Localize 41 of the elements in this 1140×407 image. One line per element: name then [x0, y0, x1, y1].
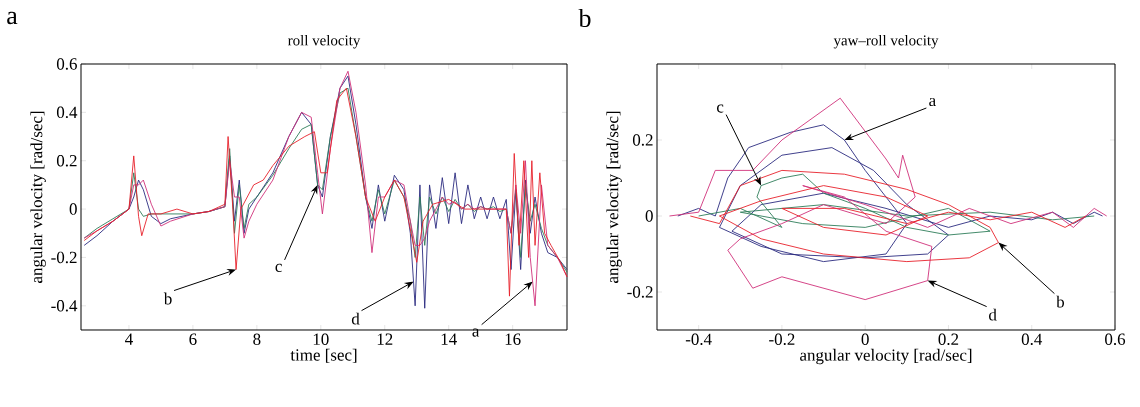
y-tick-label: -0.2	[51, 251, 77, 264]
x-tick-label: 0.2	[938, 333, 959, 346]
y-tick-label: -0.4	[51, 300, 78, 312]
y-tick-label: 0.2	[632, 134, 653, 146]
y-tick-label: 0	[69, 203, 77, 215]
annotation: d	[989, 308, 997, 321]
y-tick-label: 0.4	[56, 106, 78, 119]
chart-title: yaw–roll velocity	[833, 34, 939, 49]
x-axis-title: angular velocity [rad/sec]	[800, 348, 972, 365]
x-tick-label: -0.2	[769, 333, 795, 346]
x-tick-label: 14	[441, 333, 457, 345]
y-tick-label: -0.2	[627, 286, 653, 298]
annotation: b	[1056, 295, 1065, 308]
y-axis-title: angular velocity [rad/sec]	[30, 111, 46, 283]
line-series	[698, 173, 1095, 236]
annotation: b	[163, 292, 172, 305]
y-tick-label: 0	[645, 210, 653, 222]
x-tick-label: 16	[505, 333, 521, 345]
annotation: c	[275, 263, 282, 272]
x-tick-label: -0.4	[685, 333, 712, 346]
x-tick-label: 6	[189, 333, 197, 345]
line-series	[677, 124, 1103, 263]
x-tick-label: 0.4	[1021, 333, 1043, 346]
x-tick-label: 0.6	[1105, 333, 1126, 346]
y-tick-label: 0.2	[56, 154, 77, 167]
text: a	[7, 11, 18, 25]
x-axis-title: time [sec]	[290, 348, 357, 363]
x-tick-label: 10	[313, 333, 329, 345]
x-tick-label: 4	[125, 333, 133, 345]
y-tick-label: 0.6	[56, 58, 77, 70]
line-series	[689, 169, 1087, 263]
y-axis-title: angular velocity [rad/sec]	[606, 111, 622, 283]
text: b	[578, 8, 591, 28]
annotation: a	[472, 328, 480, 337]
chart-title: roll velocity	[287, 34, 361, 49]
annotation: d	[351, 312, 360, 325]
x-tick-label: 12	[377, 333, 393, 345]
x-tick-label: 8	[253, 333, 261, 345]
annotation: a	[929, 97, 936, 107]
x-tick-label: 0	[861, 333, 869, 345]
annotation: c	[716, 104, 724, 113]
